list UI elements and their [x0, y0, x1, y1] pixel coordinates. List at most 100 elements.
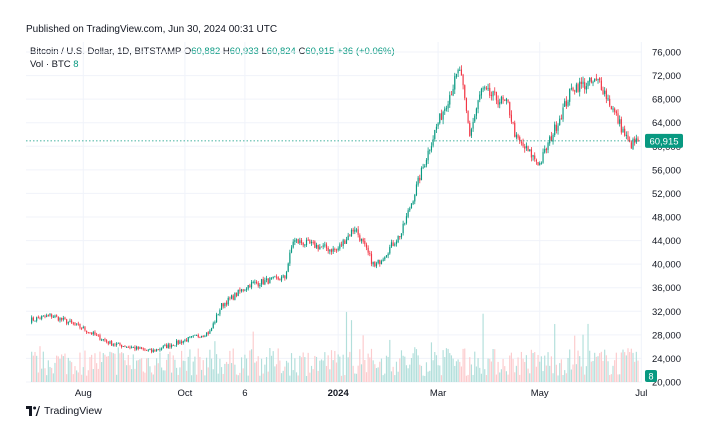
candle-body [502, 97, 504, 100]
volume-bar [86, 375, 88, 382]
candle-body [62, 317, 64, 320]
candle-body [537, 162, 539, 166]
volume-bar [597, 356, 599, 382]
candle-body [447, 104, 449, 109]
volume-bar [252, 331, 254, 382]
candle-body [82, 326, 84, 329]
candle-body [630, 142, 632, 149]
volume-bar [384, 373, 386, 382]
volume-bar [627, 348, 629, 382]
candle-body [385, 255, 388, 257]
candle-body [199, 337, 201, 338]
candle-body [545, 148, 547, 151]
y-tick-label: 48,000 [652, 213, 681, 224]
volume-bar [609, 375, 611, 382]
volume-bar [494, 349, 496, 382]
volume-bar [550, 356, 552, 382]
candle-body [560, 118, 562, 120]
volume-bar [352, 365, 354, 382]
volume-bar [615, 352, 617, 382]
volume-bar [545, 365, 547, 382]
candle-body [144, 349, 146, 351]
volume-bar [532, 353, 534, 382]
volume-bar [257, 356, 259, 382]
volume-bar [194, 356, 196, 382]
volume-bar [47, 360, 49, 382]
volume-bar [462, 348, 464, 382]
volume-bar [169, 351, 171, 382]
candle-body [106, 340, 108, 342]
candle-body [524, 146, 526, 149]
candle-body [174, 345, 176, 347]
volume-bar [602, 360, 604, 382]
volume-bar [215, 354, 218, 382]
volume-bar [489, 358, 491, 382]
volume-bar [522, 358, 524, 382]
candle-body [94, 332, 96, 335]
volume-bar [592, 361, 594, 382]
volume-bar [307, 352, 309, 382]
candle-body [259, 284, 261, 287]
candle-body [525, 145, 527, 149]
volume-bar [141, 358, 143, 382]
volume-bar [116, 374, 118, 382]
volume-bar [484, 369, 486, 382]
candle-body [610, 106, 612, 110]
candle-body [289, 252, 291, 264]
candle-body [114, 344, 116, 346]
candle-body [234, 292, 236, 300]
volume-bar [505, 371, 507, 382]
volume-bar [66, 374, 68, 382]
candle-body [424, 165, 426, 168]
volume-bar [520, 351, 522, 382]
volume-bar [360, 364, 363, 382]
y-tick-label: 20,000 [652, 378, 681, 389]
candle-body [407, 210, 409, 217]
candle-body [419, 177, 421, 181]
candle-body [357, 229, 359, 235]
candle-body [334, 248, 336, 251]
candle-body [32, 317, 34, 321]
candle-body [167, 344, 169, 348]
candle-body [380, 261, 383, 265]
candle-body [134, 347, 136, 350]
candle-body [242, 289, 244, 291]
volume-bar [515, 365, 517, 382]
volume-bar [555, 364, 557, 382]
candle-body [392, 242, 394, 246]
candle-body [584, 82, 586, 90]
volume-bar [420, 365, 423, 382]
volume-bar [136, 360, 138, 382]
volume-bar [460, 366, 463, 382]
volume-bar [417, 355, 419, 382]
candle-body [72, 322, 74, 324]
volume-bar [562, 375, 564, 382]
volume-bar [207, 367, 209, 382]
candle-body [445, 108, 448, 110]
candle-body [412, 201, 414, 204]
volume-bar [549, 365, 551, 382]
volume-bar [325, 365, 328, 382]
candle-body [320, 246, 323, 248]
x-tick-label: Jul [635, 388, 647, 399]
candle-body [587, 81, 589, 87]
volume-bar [579, 356, 581, 382]
x-tick-label: 2024 [328, 388, 350, 399]
volume-bar [625, 355, 627, 382]
candle-body [547, 142, 549, 151]
candle-body [625, 134, 627, 136]
candle-body [555, 124, 557, 131]
candle-body [202, 336, 204, 338]
volume-bar [327, 355, 329, 382]
volume-bar [234, 364, 236, 382]
candle-body [460, 69, 463, 76]
volume-bar [44, 368, 46, 382]
candle-body [282, 275, 284, 277]
candle-body [139, 347, 141, 349]
volume-bar [324, 352, 326, 382]
volume-bar [605, 355, 607, 382]
volume-bar [174, 359, 176, 382]
volume-bar [322, 360, 324, 382]
x-tick-label: Mar [430, 388, 446, 399]
